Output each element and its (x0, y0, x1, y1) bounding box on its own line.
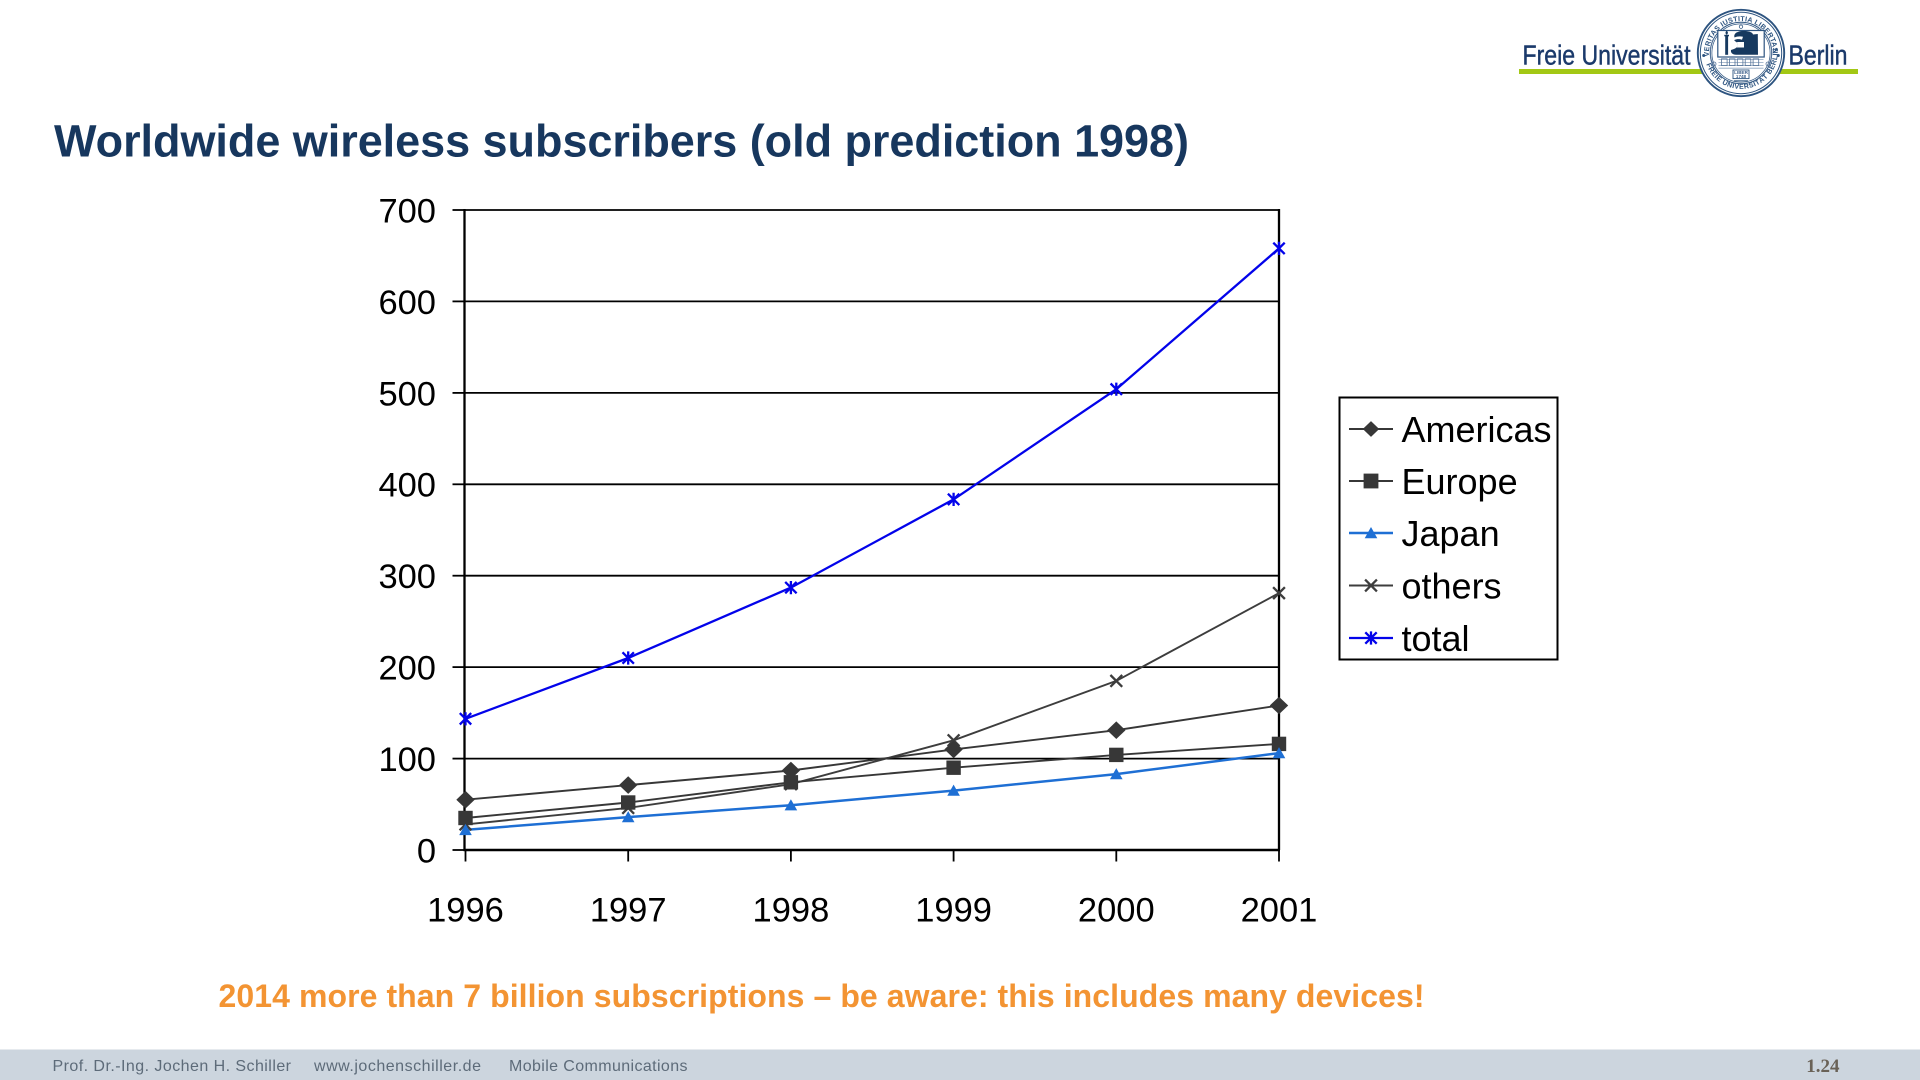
svg-text:Freie Universität: Freie Universität (1523, 40, 1691, 71)
svg-text:1998: 1998 (753, 892, 830, 930)
svg-text:300: 300 (378, 558, 436, 596)
svg-text:1748: 1748 (1736, 74, 1747, 79)
svg-text:Prof. Dr.-Ing. Jochen H. Schil: Prof. Dr.-Ing. Jochen H. Schiller (53, 1058, 292, 1075)
svg-text:1996: 1996 (427, 892, 504, 930)
svg-text:0: 0 (417, 832, 436, 870)
svg-text:200: 200 (378, 650, 436, 688)
svg-text:1999: 1999 (915, 892, 992, 930)
svg-text:100: 100 (378, 741, 436, 779)
svg-text:700: 700 (378, 192, 436, 230)
svg-text:LIBER: LIBER (1734, 70, 1748, 75)
svg-text:Mobile Communications: Mobile Communications (509, 1058, 688, 1075)
svg-text:total: total (1402, 618, 1470, 659)
svg-text:400: 400 (378, 467, 436, 505)
svg-text:Europe: Europe (1402, 461, 1518, 502)
svg-text:1997: 1997 (590, 892, 667, 930)
svg-text:2014 more than 7 billion subsc: 2014 more than 7 billion subscriptions –… (219, 978, 1425, 1014)
svg-text:2000: 2000 (1078, 892, 1155, 930)
svg-text:Japan: Japan (1402, 513, 1500, 554)
svg-text:1.24: 1.24 (1806, 1056, 1840, 1077)
svg-text:500: 500 (378, 375, 436, 413)
svg-text:2001: 2001 (1241, 892, 1318, 930)
svg-text:www.jochenschiller.de: www.jochenschiller.de (313, 1058, 481, 1075)
svg-text:600: 600 (378, 284, 436, 322)
svg-text:Berlin: Berlin (1789, 40, 1848, 71)
svg-text:Worldwide wireless subscribers: Worldwide wireless subscribers (old pred… (54, 116, 1189, 167)
svg-text:Americas: Americas (1402, 409, 1552, 450)
svg-text:others: others (1402, 565, 1502, 606)
